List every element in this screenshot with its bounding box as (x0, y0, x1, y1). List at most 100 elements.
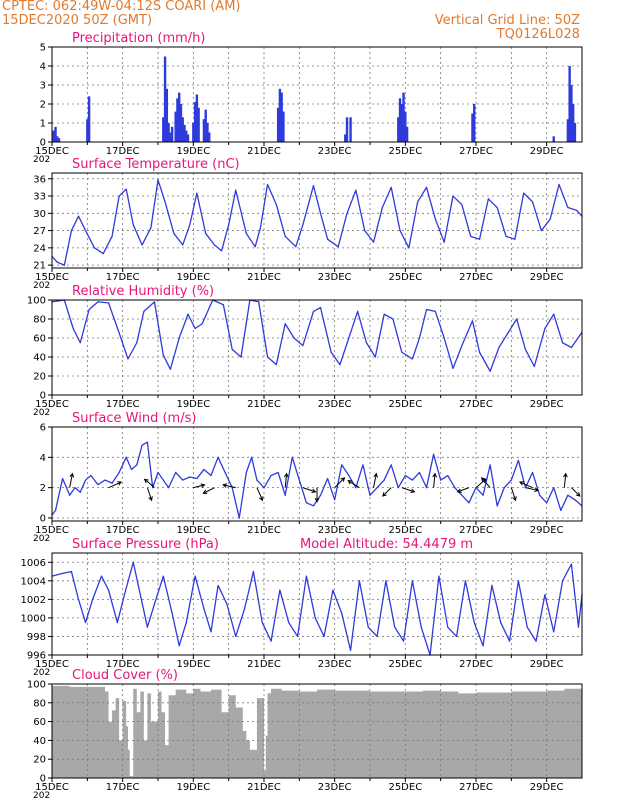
temp-point (567, 206, 569, 209)
pressure-point (341, 612, 343, 614)
pressure-point (349, 649, 352, 651)
precip-bar (197, 107, 200, 142)
rh-series-line (51, 299, 583, 372)
rh-point (461, 345, 463, 347)
wind-point (468, 502, 470, 504)
cloud-xtick-label: 19DEC (176, 782, 210, 793)
rh-frame (51, 299, 583, 396)
rh-point (153, 301, 156, 303)
rh-year-label: 202 (33, 408, 50, 418)
pressure-point (226, 603, 228, 605)
wind-point (162, 479, 164, 481)
cloud-xtick-label: 25DEC (388, 782, 422, 793)
precip-ytick-label: 3 (40, 81, 46, 92)
wind-point (79, 491, 81, 493)
grid-line-info: Vertical Grid Line: 50Z (434, 13, 580, 28)
pressure-point (394, 626, 396, 628)
rh-xtick-label: 15DEC (35, 399, 69, 410)
wind-point (182, 479, 184, 481)
precip-bar (280, 92, 283, 142)
precip-xtick-label: 15DEC (35, 146, 69, 157)
temp-point (487, 198, 489, 200)
rh-point (524, 348, 527, 350)
wind-arrow (222, 483, 236, 489)
pressure-ytick-label: 1002 (21, 595, 46, 606)
pressure-point (162, 575, 164, 577)
rh-ytick-label: 40 (33, 353, 46, 364)
wind-point (390, 464, 392, 466)
wind-point (203, 468, 205, 471)
temp-point (576, 209, 578, 212)
temp-point (157, 179, 159, 181)
precip-bar (471, 113, 474, 142)
temp-point (531, 201, 534, 203)
cloud-year-label: 202 (33, 791, 50, 800)
precip-bar (86, 119, 89, 142)
temp-point (56, 261, 58, 263)
rh-ytick-label: 20 (33, 372, 46, 383)
wind-point (291, 456, 293, 458)
wind-point (245, 471, 247, 474)
pressure-point (305, 575, 307, 577)
rh-point (107, 302, 110, 304)
wind-point (482, 494, 484, 496)
precip-bar (282, 111, 285, 142)
wind-point (136, 464, 138, 466)
wind-arrow (193, 483, 206, 489)
rh-point (330, 351, 332, 353)
rh-point (127, 358, 129, 360)
pressure-point (84, 621, 87, 624)
rh-point (293, 337, 295, 339)
pressure-ytick-label: 1006 (21, 558, 46, 569)
precip-xtick-label: 25DEC (388, 146, 422, 157)
pressure-point (420, 626, 422, 628)
pressure-point (288, 621, 290, 624)
rh-point (411, 358, 413, 360)
temp-point (196, 192, 198, 194)
pressure-point (500, 621, 502, 624)
pressure-point (153, 603, 156, 605)
pressure-point (544, 594, 546, 596)
wind-point (84, 479, 87, 481)
wind-point (546, 502, 548, 504)
wind-point (196, 477, 198, 480)
rh-xtick-label: 27DEC (459, 399, 493, 410)
pressure-point (314, 617, 316, 619)
rh-point (533, 365, 535, 368)
wind-frame (51, 426, 583, 522)
rh-xtick-label: 25DEC (388, 399, 422, 410)
precip-bar (204, 109, 207, 142)
wind-point (146, 441, 148, 443)
pressure-xtick-label: 17DEC (106, 659, 140, 670)
rh-point (452, 367, 454, 369)
pressure-xtick-label: 21DEC (247, 659, 281, 670)
wind-point (111, 482, 113, 484)
pressure-point (455, 635, 458, 638)
rh-ytick-label: 0 (40, 391, 46, 402)
rh-point (266, 356, 269, 358)
pressure-point (332, 589, 334, 591)
pressure-point (252, 570, 254, 573)
temp-point (228, 224, 230, 226)
pressure-point (323, 635, 325, 638)
precip-bar (405, 126, 409, 142)
pressure-ytick-label: 996 (27, 651, 46, 662)
wind-point (369, 494, 371, 496)
temp-xtick-label: 23DEC (318, 272, 352, 283)
precip-bar (276, 107, 280, 142)
wind-arrow (571, 487, 581, 497)
wind-point (175, 471, 177, 474)
pressure-point (146, 626, 148, 628)
pressure-ytick-label: 1000 (21, 613, 46, 624)
pressure-point (517, 580, 520, 582)
pressure-point (235, 635, 237, 638)
wind-ytick-label: 0 (40, 513, 46, 524)
precip-xtick-label: 29DEC (530, 146, 564, 157)
wind-point (319, 494, 322, 496)
wind-point (539, 494, 541, 496)
rh-ytick-label: 80 (33, 315, 46, 326)
wind-ytick-label: 2 (40, 483, 46, 494)
wind-arrow (481, 477, 491, 488)
pressure-ytick-label: 998 (27, 632, 46, 643)
